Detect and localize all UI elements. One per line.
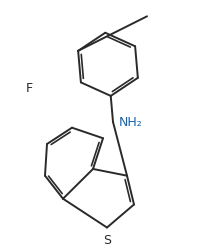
Text: F: F [26,82,33,95]
Text: S: S [103,234,111,247]
Text: NH₂: NH₂ [119,116,143,129]
